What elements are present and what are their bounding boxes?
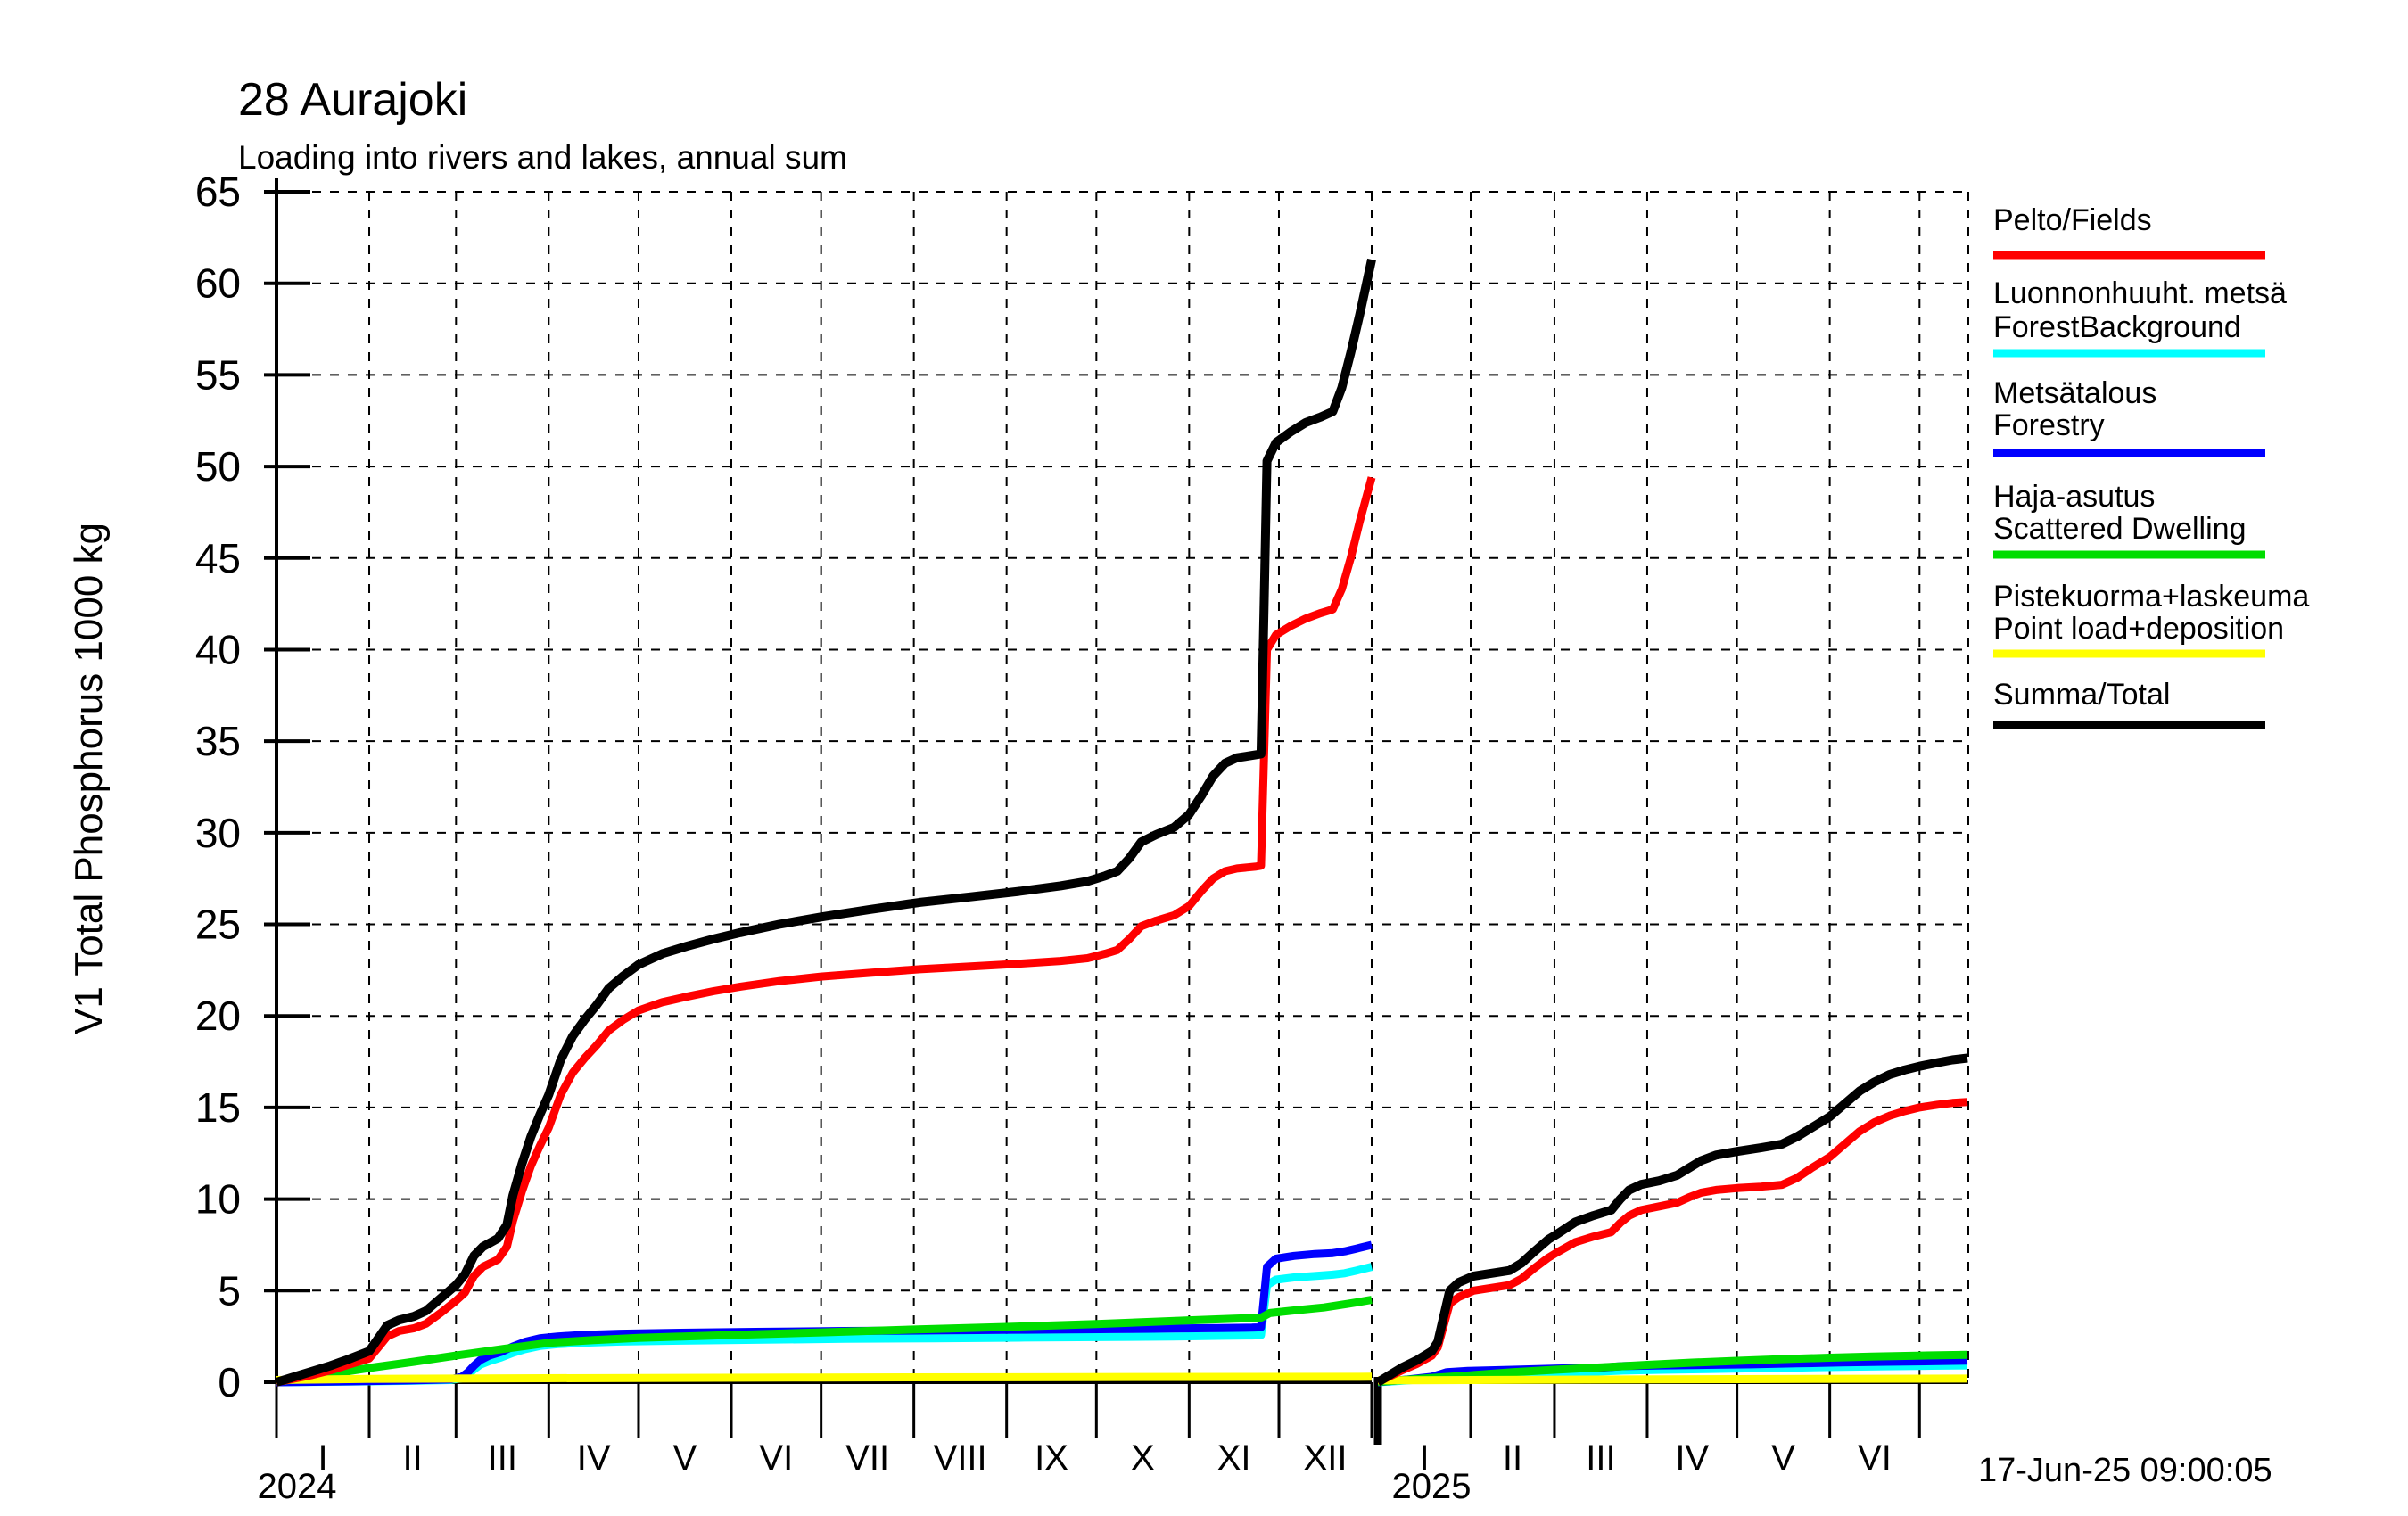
month-label-2024-VIII: VIII xyxy=(934,1438,987,1478)
y-tick-label-55: 55 xyxy=(195,351,241,398)
month-label-2025-V: V xyxy=(1771,1438,1795,1478)
month-label-2024-XI: XI xyxy=(1217,1438,1251,1478)
month-label-2025-II: II xyxy=(1503,1438,1522,1478)
legend-label-1-1: ForestBackground xyxy=(1993,310,2241,344)
month-label-2024-I: I xyxy=(317,1438,327,1478)
month-label-2025-VI: VI xyxy=(1858,1438,1892,1478)
month-label-2024-V: V xyxy=(673,1438,697,1478)
month-label-2024-VI: VI xyxy=(759,1438,793,1478)
page-title: 28 Aurajoki xyxy=(238,74,468,126)
legend-label-5-0: Summa/Total xyxy=(1993,678,2170,712)
series-2025-3 xyxy=(1377,1374,1968,1385)
month-label-2025-III: III xyxy=(1586,1438,1615,1478)
series-2024-4 xyxy=(276,476,1376,1387)
legend-entry-0: Pelto/Fields xyxy=(1993,203,2265,260)
month-label-2024-VII: VII xyxy=(845,1438,889,1478)
series-2025-5 xyxy=(1375,1053,1968,1387)
series-2025-2 xyxy=(1377,1350,1968,1387)
series-2024-2 xyxy=(276,1296,1373,1387)
legend-label-3-1: Scattered Dwelling xyxy=(1993,512,2246,546)
chart-subtitle: Loading into rivers and lakes, annual su… xyxy=(238,139,847,176)
y-tick-label-30: 30 xyxy=(195,810,241,856)
render-timestamp: 17-Jun-25 09:00:05 xyxy=(1978,1452,2272,1489)
month-label-2024-XII: XII xyxy=(1304,1438,1348,1478)
y-tick-label-25: 25 xyxy=(195,902,241,948)
month-label-2024-IX: IX xyxy=(1035,1438,1068,1478)
legend-label-2-1: Forestry xyxy=(1993,408,2105,442)
series-2024-5 xyxy=(275,258,1376,1387)
legend-label-4-1: Point load+deposition xyxy=(1993,612,2284,646)
series-2025-4 xyxy=(1375,1098,1968,1387)
legend-label-3-0: Haja-asutus xyxy=(1993,480,2155,514)
year-label-2024: 2024 xyxy=(258,1467,337,1506)
month-label-2024-IV: IV xyxy=(577,1438,611,1478)
y-tick-label-65: 65 xyxy=(195,169,241,215)
legend-label-2-0: Metsätalous xyxy=(1993,376,2156,410)
y-tick-label-60: 60 xyxy=(195,260,241,307)
y-tick-label-15: 15 xyxy=(195,1084,241,1131)
y-tick-label-20: 20 xyxy=(195,993,241,1039)
month-label-2024-X: X xyxy=(1131,1438,1155,1478)
legend-label-4-0: Pistekuorma+laskeuma xyxy=(1993,580,2309,614)
y-tick-label-0: 0 xyxy=(218,1359,241,1405)
y-axis-label: V1 Total Phosphorus 1000 kg xyxy=(67,522,111,1035)
month-label-2025-I: I xyxy=(1419,1438,1429,1478)
month-label-2024-II: II xyxy=(403,1438,423,1478)
legend-label-0-0: Pelto/Fields xyxy=(1993,203,2152,237)
y-tick-label-45: 45 xyxy=(195,535,241,581)
legend-label-1-0: Luonnonhuuht. metsä xyxy=(1993,276,2287,310)
y-tick-label-40: 40 xyxy=(195,626,241,672)
series-2024-3 xyxy=(276,1372,1373,1384)
legend-entry-5: Summa/Total xyxy=(1993,678,2265,729)
month-label-2025-IV: IV xyxy=(1675,1438,1709,1478)
y-tick-label-5: 5 xyxy=(218,1267,241,1314)
y-tick-label-50: 50 xyxy=(195,443,241,490)
month-label-2024-III: III xyxy=(488,1438,517,1478)
year-label-2025: 2025 xyxy=(1392,1467,1472,1506)
y-tick-label-10: 10 xyxy=(195,1176,241,1223)
y-tick-label-35: 35 xyxy=(195,718,241,764)
